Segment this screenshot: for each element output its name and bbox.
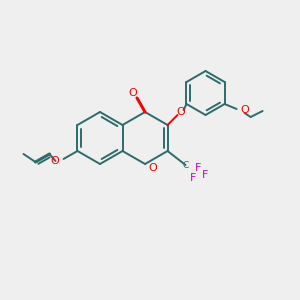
Text: O: O [176,107,185,117]
Text: F: F [202,170,209,180]
Text: O: O [51,156,59,166]
Text: O: O [148,163,157,173]
Text: F: F [190,173,197,183]
Text: F: F [195,163,202,173]
Text: O: O [129,88,137,98]
Text: O: O [241,105,249,115]
Text: C: C [182,160,189,169]
